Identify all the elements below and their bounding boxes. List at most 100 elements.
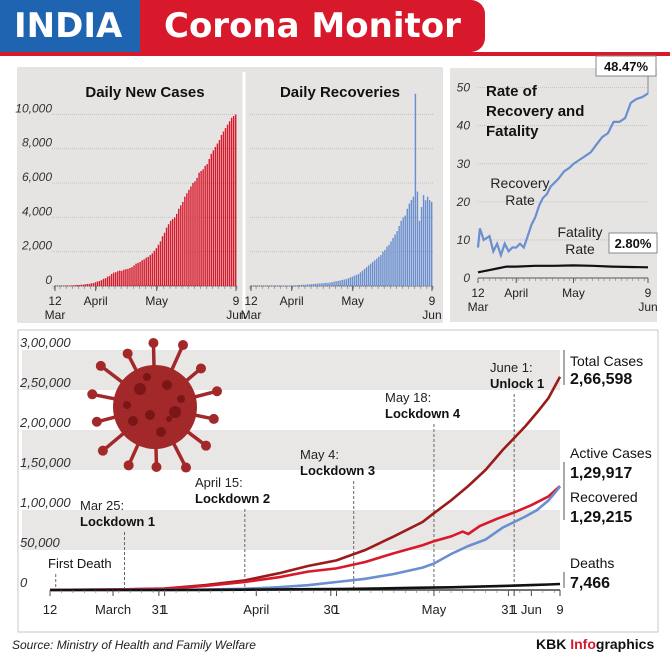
rate-chart-title-line: Fatality (486, 123, 539, 140)
bar (351, 276, 354, 286)
bar (96, 281, 99, 286)
rate-x-tick-label: 9 (645, 286, 652, 300)
bar (190, 186, 192, 286)
bar (139, 261, 141, 286)
main-x-tick-label: 30 (324, 602, 338, 617)
annotation-date: April 15: (195, 475, 243, 490)
bar (82, 284, 84, 286)
bar (131, 267, 133, 286)
bar (300, 284, 303, 286)
annotation-event: Lockdown 2 (195, 491, 270, 506)
virus-spike-tip (97, 445, 108, 456)
bar (210, 153, 212, 286)
rate-y-tick-label: 30 (457, 157, 471, 171)
bar (173, 217, 176, 286)
bar (306, 284, 309, 286)
bar (424, 200, 427, 286)
y-tick-label: 0 (45, 273, 52, 287)
main-x-tick-label: 31 (152, 602, 166, 617)
rate-x-tick-label: Jun (638, 300, 657, 314)
header-left-block: INDIA (0, 0, 140, 52)
bar (416, 191, 419, 286)
bar (125, 269, 127, 286)
bar (337, 280, 339, 286)
bar (230, 117, 233, 287)
x-tick-label: Mar (45, 308, 66, 322)
rate-series-line (476, 92, 649, 259)
bar (117, 271, 119, 286)
bar (102, 278, 105, 286)
rate-y-tick-label: 20 (456, 195, 471, 209)
main-series-line (50, 582, 561, 592)
bar (327, 282, 329, 286)
bar (319, 283, 321, 286)
virus-spot (128, 416, 138, 426)
bar (216, 143, 219, 286)
bar (410, 200, 413, 286)
series-name-label: Deaths (570, 555, 614, 571)
bar (325, 282, 327, 286)
virus-spike-tip (208, 413, 219, 424)
bar (347, 278, 350, 286)
main-x-tick-label: 31 (501, 602, 515, 617)
main-y-tick-label: 2,50,000 (19, 375, 71, 390)
virus-spike-tip (180, 462, 191, 473)
main-y-tick-label: 50,000 (20, 535, 61, 550)
header-india-title: INDIA (14, 6, 123, 46)
bar (294, 285, 297, 286)
bar (104, 278, 107, 286)
recovery-end-label: 48.47% (604, 59, 649, 74)
rate-series-line (477, 264, 649, 274)
bar (196, 177, 198, 286)
bar (135, 263, 137, 286)
bar (422, 195, 425, 286)
series-name-label: Total Cases (570, 353, 643, 369)
main-x-tick-label: 1 (161, 602, 168, 617)
rate-chart: 0 10 20 30 40 50 Rate of Recovery and Fatality Re… (456, 55, 658, 314)
bar (418, 220, 421, 286)
bar (382, 251, 384, 286)
bar (137, 262, 139, 286)
bar (386, 246, 388, 286)
bar (176, 213, 178, 286)
bar (141, 260, 143, 286)
bar (204, 165, 206, 286)
virus-spike-tip (212, 386, 223, 397)
bar (414, 93, 417, 286)
bar (226, 124, 229, 286)
rate-y-tick-label: 40 (457, 119, 471, 133)
x-tick-label: May (145, 294, 168, 308)
bar (339, 280, 341, 286)
x-tick-label: 9 (233, 294, 240, 308)
bar (163, 232, 166, 286)
bar (398, 225, 400, 286)
chart-title: Daily Recoveries (280, 84, 400, 101)
bar (208, 158, 210, 286)
main-x-tick-label: 1 (511, 602, 518, 617)
y-tick-label: 6,000 (22, 170, 52, 184)
bar (224, 128, 227, 286)
bar (108, 275, 111, 286)
bar (165, 227, 168, 286)
main-x-tick-label: 1 (333, 602, 340, 617)
bar (228, 121, 231, 286)
virus-spike-tip (87, 389, 98, 400)
bar (388, 244, 390, 286)
annotation-event: Lockdown 3 (300, 463, 375, 478)
virus-spike-tip (123, 460, 134, 471)
virus-spot (162, 380, 172, 390)
virus-spike-tip (151, 461, 162, 472)
fatality-end-label: 2.80% (615, 236, 652, 251)
rate-y-tick-label: 50 (457, 81, 471, 95)
brand-kbk: KBK (536, 636, 571, 652)
bar (380, 255, 382, 286)
bar (323, 283, 325, 286)
bar (357, 273, 360, 286)
bar (376, 258, 378, 286)
virus-spot (134, 383, 146, 395)
virus-illustration (87, 338, 223, 473)
bar (157, 244, 160, 286)
bar (112, 272, 115, 286)
bar (343, 279, 345, 286)
